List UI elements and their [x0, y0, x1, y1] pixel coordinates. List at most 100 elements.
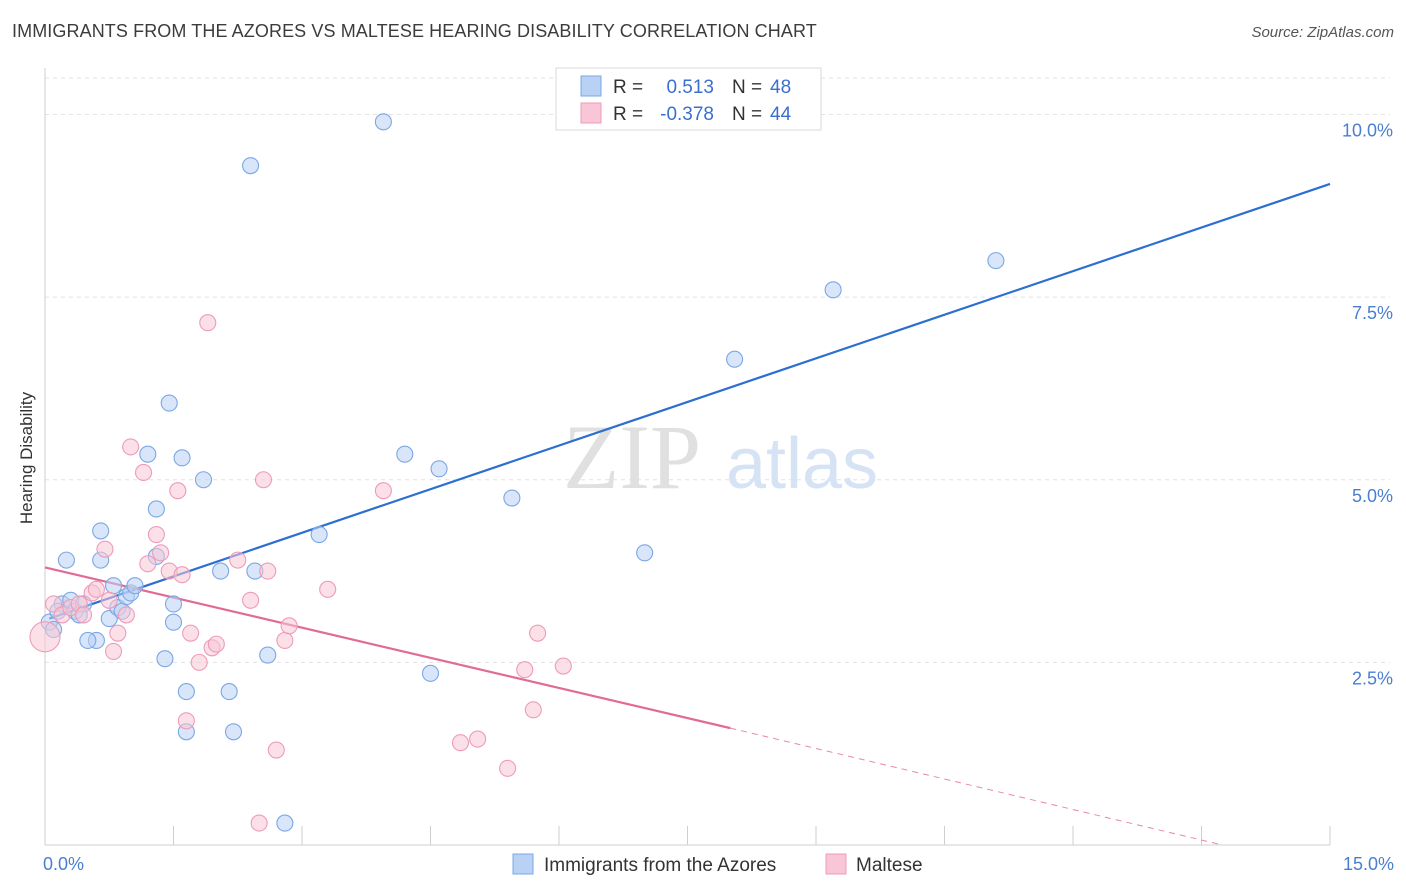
point-series-0-39 [421, 664, 440, 682]
point-series-1-11 [109, 624, 127, 642]
point-series-1-43 [554, 657, 572, 675]
point-series-0-44 [824, 281, 842, 299]
point-series-1-37 [451, 734, 470, 752]
point-series-0-17 [126, 577, 144, 595]
legend-r-value-azores: 0.513 [666, 77, 714, 98]
point-series-1-30 [254, 471, 273, 489]
point-series-0-23 [164, 595, 183, 613]
point-series-0-30 [220, 683, 238, 701]
point-series-1-27 [229, 551, 247, 569]
point-series-1-41 [524, 701, 542, 719]
point-series-1-14 [134, 463, 153, 482]
point-series-1-17 [152, 544, 170, 562]
y-tick-label-2: 7.5% [1352, 303, 1393, 323]
legend: R = 0.513 N = 48 R = -0.378 N = 44 [555, 67, 822, 131]
legend-r-value-maltese: -0.378 [660, 104, 714, 125]
watermark-zip: ZIP [563, 406, 701, 508]
point-series-1-5 [75, 606, 93, 624]
bottom-legend-swatch-azores [512, 853, 534, 875]
point-series-0-43 [726, 350, 744, 368]
point-series-1-19 [169, 482, 187, 500]
point-series-1-29 [250, 814, 268, 832]
point-series-1-12 [117, 606, 135, 624]
point-series-0-37 [374, 113, 392, 131]
point-series-1-40 [516, 661, 534, 679]
point-series-1-8 [96, 540, 114, 558]
point-series-0-32 [242, 157, 260, 175]
legend-r-label-maltese: R = [613, 104, 643, 125]
point-series-1-35 [319, 580, 337, 598]
trend-line-dashed-series-1 [730, 727, 1223, 846]
point-series-0-31 [224, 723, 243, 741]
point-series-0-29 [212, 562, 230, 580]
point-series-1-36 [374, 482, 392, 500]
y-tick-label-1: 5.0% [1352, 486, 1393, 506]
point-series-1-28 [242, 591, 260, 609]
point-series-0-3 [57, 551, 75, 569]
point-series-1-15 [139, 555, 157, 573]
point-series-0-21 [156, 650, 174, 668]
point-series-0-40 [430, 460, 448, 478]
bottom-legend-label-maltese: Maltese [856, 855, 923, 876]
point-series-0-28 [194, 471, 213, 489]
point-series-0-26 [177, 683, 195, 701]
legend-n-label-maltese: N = [732, 104, 762, 125]
point-series-0-34 [259, 646, 277, 664]
point-series-0-41 [503, 489, 521, 507]
point-series-0-10 [79, 631, 97, 650]
legend-n-value-azores: 48 [770, 77, 791, 98]
source-credit: Source: ZipAtlas.com [1251, 24, 1394, 41]
point-series-1-16 [147, 525, 165, 544]
legend-swatch-azores [580, 75, 602, 97]
point-series-1-38 [469, 730, 487, 748]
legend-r-label-azores: R = [613, 77, 643, 98]
point-series-0-12 [104, 577, 123, 595]
point-series-0-19 [147, 500, 165, 518]
watermark: ZIP atlas [563, 406, 878, 508]
point-series-0-36 [310, 525, 328, 544]
point-series-1-0 [29, 621, 61, 653]
point-series-1-7 [87, 580, 105, 598]
x-tick-label-1: 15.0% [1343, 854, 1394, 874]
point-series-1-13 [122, 438, 140, 456]
point-series-1-26 [207, 635, 225, 653]
trend-lines [44, 182, 1331, 846]
point-series-1-23 [190, 653, 208, 671]
x-tick-label-0: 0.0% [43, 854, 84, 874]
point-series-0-35 [276, 814, 294, 832]
legend-swatch-maltese [580, 102, 602, 124]
point-series-1-9 [100, 591, 118, 609]
point-series-1-39 [499, 759, 517, 777]
watermark-atlas: atlas [726, 424, 878, 504]
point-series-1-31 [259, 562, 277, 580]
point-series-0-38 [396, 445, 414, 463]
y-tick-label-0: 2.5% [1352, 668, 1393, 688]
point-series-1-21 [177, 712, 195, 730]
chart-title: IMMIGRANTS FROM THE AZORES VS MALTESE HE… [12, 21, 817, 41]
trend-line-series-0 [48, 182, 1331, 620]
bottom-legend-label-azores: Immigrants from the Azores [544, 855, 776, 876]
bottom-legend: Immigrants from the Azores Maltese [512, 853, 923, 876]
point-series-1-33 [276, 631, 294, 650]
point-series-1-20 [173, 566, 191, 584]
point-series-1-32 [267, 741, 285, 759]
tick-labels: 2.5% 5.0% 7.5% 10.0% 0.0% 15.0% [43, 121, 1394, 874]
point-series-0-25 [173, 449, 191, 467]
point-series-0-45 [987, 252, 1005, 270]
data-points [29, 113, 1005, 832]
legend-n-label-azores: N = [732, 77, 762, 98]
point-series-0-8 [92, 522, 110, 540]
point-series-1-22 [182, 624, 200, 642]
point-series-1-24 [199, 314, 217, 332]
point-series-0-18 [139, 445, 157, 463]
bottom-legend-swatch-maltese [825, 853, 847, 875]
point-series-0-24 [164, 613, 183, 631]
legend-n-value-maltese: 44 [770, 104, 792, 125]
point-series-1-42 [529, 624, 547, 642]
point-series-1-10 [104, 642, 123, 660]
point-series-0-22 [160, 394, 178, 412]
point-series-1-34 [280, 617, 298, 635]
y-axis-label: Hearing Disability [17, 391, 36, 524]
y-tick-label-3: 10.0% [1342, 121, 1393, 141]
